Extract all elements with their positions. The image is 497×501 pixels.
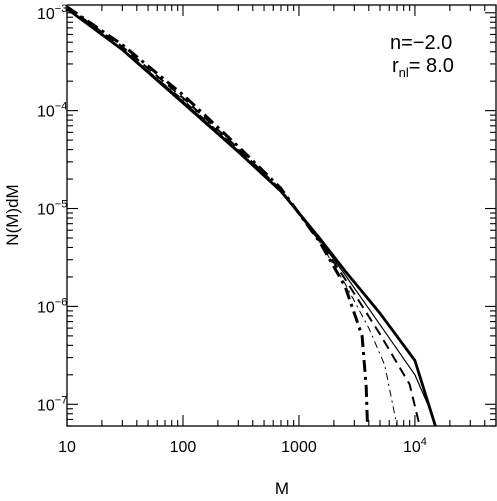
series-layer bbox=[66, 5, 437, 427]
y-tick-label: 10−3 bbox=[37, 3, 67, 23]
y-tick-label-exp: −4 bbox=[55, 101, 68, 113]
x-tick-label-base: 10 bbox=[403, 439, 421, 456]
series-line-thin-solid bbox=[66, 8, 433, 415]
y-tick-label-base: 10 bbox=[37, 397, 55, 414]
y-tick-label: 10−7 bbox=[37, 394, 67, 414]
y-tick-label-base: 10 bbox=[37, 104, 55, 121]
y-tick-label-exp: −7 bbox=[55, 394, 68, 406]
y-tick-label-base: 10 bbox=[37, 202, 55, 219]
tick-layer bbox=[66, 5, 497, 427]
y-tick-label-exp: −6 bbox=[55, 296, 68, 308]
y-tick-label: 10−6 bbox=[37, 296, 67, 316]
x-tick-label: 10 bbox=[58, 439, 76, 456]
annotation-n: n=−2.0 bbox=[390, 32, 452, 54]
annotation-rnl-sub: nl bbox=[399, 65, 409, 80]
y-tick-label-base: 10 bbox=[37, 299, 55, 316]
series-line-thick-solid bbox=[66, 7, 437, 427]
series-line-dash-dot bbox=[66, 5, 369, 427]
x-tick-label: 1000 bbox=[281, 439, 317, 456]
x-tick-label: 100 bbox=[170, 439, 197, 456]
y-tick-label: 10−5 bbox=[37, 199, 67, 219]
y-tick-label-exp: −5 bbox=[55, 199, 68, 211]
series-line-dash bbox=[66, 5, 421, 427]
y-axis-title: N(M)dM bbox=[3, 184, 22, 245]
annotation-rnl-r: r bbox=[392, 55, 399, 77]
y-tick-label: 10−4 bbox=[37, 101, 67, 121]
x-axis-title: M bbox=[275, 479, 289, 498]
y-tick-label-exp: −3 bbox=[55, 3, 68, 15]
annotation-rnl-value: = 8.0 bbox=[409, 55, 454, 77]
x-tick-label-exp: 4 bbox=[421, 436, 427, 448]
x-tick-label: 104 bbox=[403, 436, 427, 456]
series-line-thin-dash-dot bbox=[66, 8, 398, 427]
y-tick-label-base: 10 bbox=[37, 6, 55, 23]
annotation-rnl: rnl= 8.0 bbox=[392, 55, 454, 80]
